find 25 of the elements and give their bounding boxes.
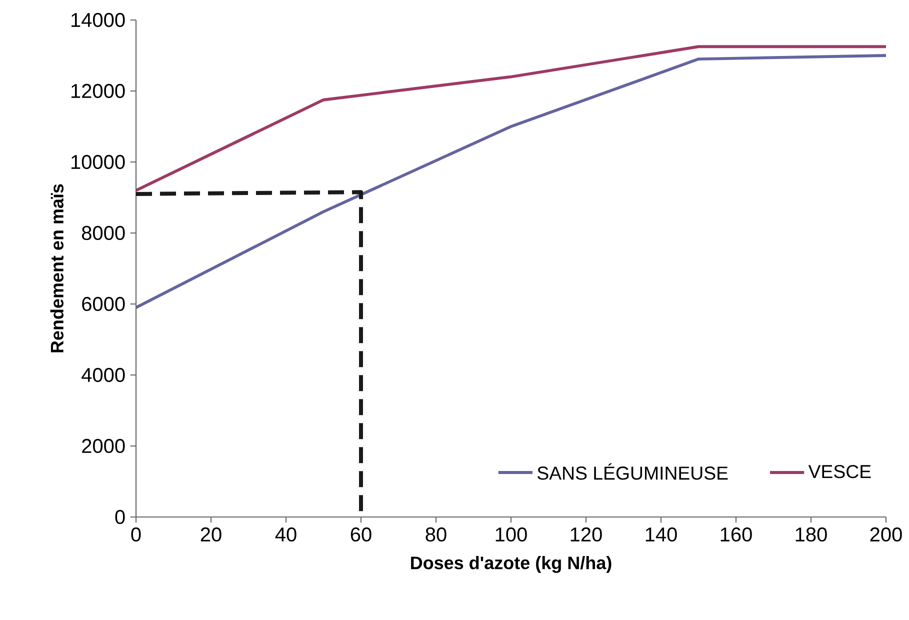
x-tick-label: 160	[720, 527, 752, 542]
legend-label: SANS LÉGUMINEUSE	[538, 463, 728, 480]
x-tick-label: 60	[350, 527, 372, 542]
y-axis-title: Rendement en maïs	[50, 184, 64, 352]
x-tick-label: 180	[796, 527, 827, 542]
x-tick-label: 120	[570, 527, 602, 542]
line-series	[134, 45, 888, 192]
y-tick-label: 10000	[72, 154, 125, 170]
x-tick-label: 200	[870, 527, 902, 542]
x-tick-label: 40	[275, 527, 296, 542]
y-tick-label: 6000	[82, 296, 125, 312]
y-tick-label: 14000	[72, 12, 125, 28]
y-tick-label: 0	[115, 510, 125, 524]
line-series	[134, 54, 888, 310]
x-tick-label: 140	[646, 527, 677, 542]
x-tick-label: 0	[131, 527, 141, 542]
y-tick-label: 2000	[82, 438, 125, 454]
x-tick-label: 20	[200, 527, 222, 542]
x-axis-title: Doses d'azote (kg N/ha)	[411, 556, 612, 573]
y-tick-label: 4000	[82, 368, 125, 382]
x-tick-label: 100	[496, 527, 527, 542]
x-tick-label: 80	[426, 527, 446, 542]
legend-label: VESCE	[808, 464, 871, 478]
y-tick-label: 12000	[72, 84, 125, 98]
y-tick-label: 8000	[82, 226, 125, 240]
